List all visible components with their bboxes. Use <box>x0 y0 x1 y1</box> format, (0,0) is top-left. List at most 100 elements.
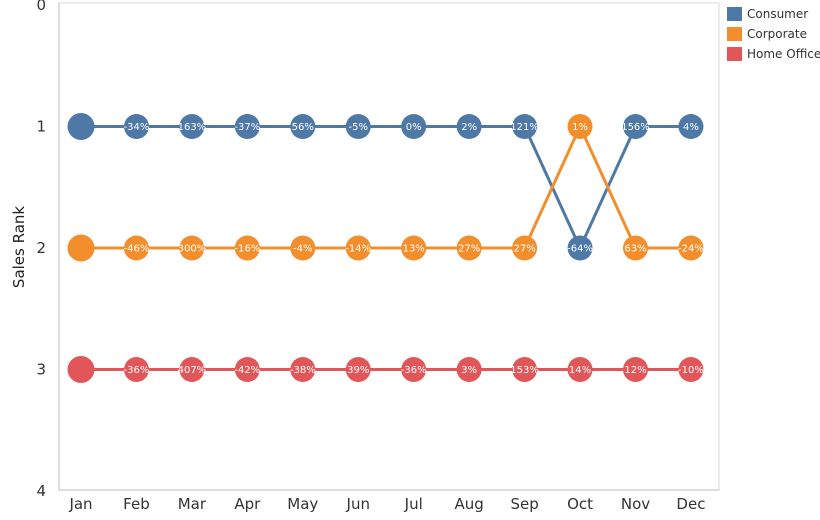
data-point[interactable] <box>623 235 648 261</box>
y-axis-label: Sales Rank <box>10 206 28 288</box>
data-label: -38% <box>290 365 316 376</box>
data-label: 300% <box>178 244 207 255</box>
data-label: 14% <box>569 365 591 376</box>
data-point[interactable] <box>567 235 593 261</box>
y-tick-label: 0 <box>36 0 46 14</box>
data-point[interactable] <box>401 114 427 139</box>
y-tick-label: 4 <box>36 482 46 500</box>
data-point[interactable] <box>179 357 205 382</box>
legend-label: Consumer <box>747 7 808 21</box>
data-label: 13% <box>403 244 425 255</box>
x-tick-label: Jan <box>68 495 92 513</box>
data-point[interactable] <box>67 356 95 383</box>
legend-label: Corporate <box>747 27 807 41</box>
legend-swatch <box>727 47 742 61</box>
data-label: 39% <box>347 365 369 376</box>
data-point[interactable] <box>345 235 371 261</box>
y-tick-label: 2 <box>36 239 46 257</box>
data-label: -4% <box>293 244 312 255</box>
data-label: -64% <box>567 244 593 255</box>
x-tick-label: May <box>287 495 318 513</box>
data-point[interactable] <box>345 114 371 139</box>
series-line-corporate <box>81 125 691 250</box>
data-label: -24% <box>678 244 704 255</box>
data-point[interactable] <box>67 234 95 262</box>
data-label: 407% <box>178 365 207 376</box>
data-label: -5% <box>349 122 368 133</box>
data-point[interactable] <box>623 357 648 382</box>
series-line-consumer <box>81 125 691 250</box>
data-point[interactable] <box>234 235 260 261</box>
data-point[interactable] <box>290 235 316 261</box>
data-point[interactable] <box>512 235 538 261</box>
x-tick-label: Jul <box>404 495 423 513</box>
x-tick-label: Sep <box>510 495 538 513</box>
points-layer: -34% 163% -37% 56% -5% 0% 2% 121% -64% 156% 4% -46%… <box>67 113 704 383</box>
data-label: -14% <box>345 244 371 255</box>
legend-swatch <box>727 7 742 21</box>
data-label: 12% <box>624 365 646 376</box>
data-point[interactable] <box>678 235 704 261</box>
data-label: 0% <box>406 122 422 133</box>
data-label: -16% <box>234 244 260 255</box>
data-point[interactable] <box>179 114 205 139</box>
data-label: -34% <box>124 122 150 133</box>
data-label: -46% <box>124 244 150 255</box>
data-point[interactable] <box>512 357 538 382</box>
legend: Consumer Corporate Home Office <box>727 7 820 61</box>
data-point[interactable] <box>123 114 149 139</box>
data-point[interactable] <box>234 114 260 139</box>
data-point[interactable] <box>290 357 316 382</box>
data-point[interactable] <box>123 357 149 382</box>
y-tick-label: 3 <box>36 361 46 379</box>
data-point[interactable] <box>567 357 593 382</box>
data-point[interactable] <box>678 357 704 382</box>
axes-layer: 0 1 2 3 4 Sales Rank Jan Feb Mar Apr May Jun Jul Aug S… <box>10 0 720 513</box>
data-point[interactable] <box>623 114 648 139</box>
x-tick-label: Feb <box>123 495 150 513</box>
legend-label: Home Office <box>747 47 820 61</box>
data-point[interactable] <box>290 114 316 139</box>
data-point[interactable] <box>179 235 205 261</box>
data-label: 63% <box>624 244 646 255</box>
x-tick-label: Mar <box>178 495 207 513</box>
lines-layer <box>81 125 691 371</box>
data-label: 156% <box>621 122 650 133</box>
x-tick-label: Oct <box>567 495 593 513</box>
data-point[interactable] <box>567 114 593 139</box>
x-tick-label: Jun <box>346 495 370 513</box>
data-label: 1% <box>572 122 588 133</box>
data-point[interactable] <box>67 113 95 140</box>
data-point[interactable] <box>456 235 482 261</box>
y-tick-label: 1 <box>36 118 46 136</box>
data-label: 56% <box>292 122 314 133</box>
x-tick-label: Aug <box>455 495 484 513</box>
data-label: -36% <box>124 365 150 376</box>
data-point[interactable] <box>512 114 538 139</box>
data-point[interactable] <box>678 114 704 139</box>
data-label: 4% <box>683 122 699 133</box>
data-point[interactable] <box>345 357 371 382</box>
data-point[interactable] <box>234 357 260 382</box>
data-label: 27% <box>513 244 535 255</box>
data-label: 163% <box>178 122 207 133</box>
data-label: -37% <box>234 122 260 133</box>
data-point[interactable] <box>401 235 427 261</box>
data-label: -36% <box>401 365 427 376</box>
data-point[interactable] <box>401 357 427 382</box>
x-tick-label: Dec <box>676 495 705 513</box>
x-tick-label: Nov <box>621 495 650 513</box>
data-point[interactable] <box>456 357 482 382</box>
data-label: 27% <box>458 244 480 255</box>
data-label: 2% <box>461 122 477 133</box>
x-tick-label: Apr <box>234 495 261 513</box>
data-point[interactable] <box>456 114 482 139</box>
data-label: 121% <box>510 122 539 133</box>
data-label: -10% <box>678 365 704 376</box>
data-point[interactable] <box>123 235 149 261</box>
legend-swatch <box>727 27 742 41</box>
data-label: 153% <box>510 365 539 376</box>
data-label: 3% <box>461 365 477 376</box>
